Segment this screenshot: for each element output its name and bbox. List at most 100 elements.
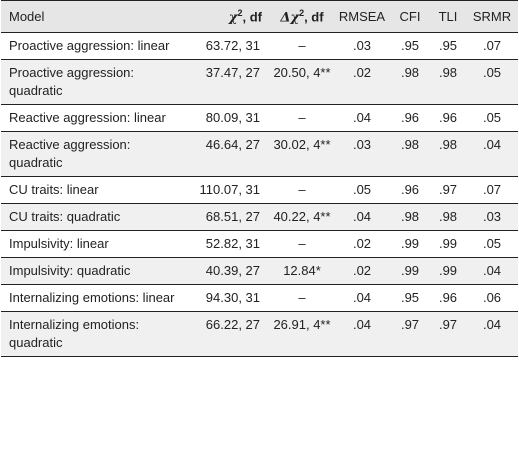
cell-delta-chi-square: 12.84* (270, 257, 334, 285)
cell-tli: .96 (430, 104, 466, 132)
cell-chi-square: 68.51, 27 (182, 203, 270, 231)
delta-symbol: Δ (280, 10, 291, 26)
cell-rmsea: .04 (334, 284, 390, 312)
table-header: Model χ2, df Δχ2, df RMSEA CFI TLI SRMR (1, 0, 518, 33)
cell-delta-chi-square: 26.91, 4** (270, 311, 334, 357)
table-row: Internalizing emotions: quadratic 66.22,… (1, 311, 518, 357)
header-rmsea: RMSEA (334, 0, 390, 33)
cell-srmr: .04 (466, 131, 518, 177)
header-model-label: Model (9, 9, 45, 24)
header-chi-square: χ2, df (182, 0, 270, 33)
cell-model: Impulsivity: linear (1, 230, 182, 258)
cell-delta-chi-square: 30.02, 4** (270, 131, 334, 177)
cell-srmr: .03 (466, 203, 518, 231)
cell-model: Impulsivity: quadratic (1, 257, 182, 285)
cell-chi-square: 46.64, 27 (182, 131, 270, 177)
cell-rmsea: .02 (334, 230, 390, 258)
cell-tli: .96 (430, 284, 466, 312)
cell-delta-chi-square: 20.50, 4** (270, 59, 334, 105)
cell-delta-chi-square: – (270, 104, 334, 132)
cell-srmr: .05 (466, 59, 518, 105)
cell-model: Proactive aggression: linear (1, 32, 182, 60)
cell-rmsea: .04 (334, 311, 390, 357)
table-row: CU traits: quadratic 68.51, 27 40.22, 4*… (1, 203, 518, 231)
header-tli: TLI (430, 0, 466, 33)
cell-srmr: .07 (466, 176, 518, 204)
cell-cfi: .97 (390, 311, 430, 357)
cell-tli: .95 (430, 32, 466, 60)
cell-chi-square: 66.22, 27 (182, 311, 270, 357)
cell-tli: .98 (430, 59, 466, 105)
cell-cfi: .95 (390, 284, 430, 312)
cell-delta-chi-square: – (270, 176, 334, 204)
table-body: Proactive aggression: linear 63.72, 31 –… (1, 32, 518, 357)
cell-rmsea: .05 (334, 176, 390, 204)
cell-rmsea: .03 (334, 131, 390, 177)
cell-srmr: .04 (466, 311, 518, 357)
header-model: Model (1, 0, 182, 33)
cell-chi-square: 40.39, 27 (182, 257, 270, 285)
cell-model: CU traits: linear (1, 176, 182, 204)
table-row: CU traits: linear 110.07, 31 – .05 .96 .… (1, 176, 518, 204)
cell-tli: .98 (430, 203, 466, 231)
chi-symbol: χ (228, 10, 238, 26)
cell-delta-chi-square: – (270, 230, 334, 258)
cell-rmsea: .02 (334, 59, 390, 105)
cell-model: CU traits: quadratic (1, 203, 182, 231)
cell-srmr: .04 (466, 257, 518, 285)
cell-model: Internalizing emotions: linear (1, 284, 182, 312)
cell-cfi: .98 (390, 203, 430, 231)
chi-df-label: , df (242, 9, 263, 25)
cell-srmr: .05 (466, 104, 518, 132)
cell-cfi: .99 (390, 257, 430, 285)
cell-rmsea: .02 (334, 257, 390, 285)
delta-chi-superscript: 2 (299, 7, 305, 18)
cell-model: Reactive aggression: linear (1, 104, 182, 132)
table-row: Impulsivity: linear 52.82, 31 – .02 .99 … (1, 230, 518, 258)
cell-delta-chi-square: – (270, 284, 334, 312)
cell-cfi: .95 (390, 32, 430, 60)
cell-cfi: .98 (390, 131, 430, 177)
cell-chi-square: 63.72, 31 (182, 32, 270, 60)
cell-tli: .99 (430, 257, 466, 285)
cell-rmsea: .04 (334, 104, 390, 132)
table-row: Reactive aggression: linear 80.09, 31 – … (1, 104, 518, 132)
table-row: Proactive aggression: quadratic 37.47, 2… (1, 59, 518, 105)
cell-chi-square: 80.09, 31 (182, 104, 270, 132)
cell-cfi: .96 (390, 176, 430, 204)
cell-model: Proactive aggression: quadratic (1, 59, 182, 105)
cell-srmr: .05 (466, 230, 518, 258)
cell-cfi: .99 (390, 230, 430, 258)
cell-cfi: .96 (390, 104, 430, 132)
chi-superscript: 2 (237, 7, 243, 18)
delta-chi-df-label: , df (304, 9, 324, 25)
delta-chi-symbol: χ (290, 10, 300, 26)
header-row: Model χ2, df Δχ2, df RMSEA CFI TLI SRMR (1, 0, 518, 33)
cell-cfi: .98 (390, 59, 430, 105)
table-row: Proactive aggression: linear 63.72, 31 –… (1, 32, 518, 60)
header-srmr: SRMR (466, 0, 518, 33)
cell-tli: .97 (430, 311, 466, 357)
cell-srmr: .07 (466, 32, 518, 60)
model-fit-table: Model χ2, df Δχ2, df RMSEA CFI TLI SRMR … (1, 0, 518, 357)
cell-model: Reactive aggression: quadratic (1, 131, 182, 177)
table-row: Internalizing emotions: linear 94.30, 31… (1, 284, 518, 312)
cell-rmsea: .03 (334, 32, 390, 60)
header-delta-chi-square: Δχ2, df (270, 0, 334, 33)
cell-tli: .97 (430, 176, 466, 204)
header-cfi: CFI (390, 0, 430, 33)
cell-chi-square: 52.82, 31 (182, 230, 270, 258)
cell-delta-chi-square: 40.22, 4** (270, 203, 334, 231)
cell-chi-square: 37.47, 27 (182, 59, 270, 105)
cell-tli: .99 (430, 230, 466, 258)
cell-chi-square: 94.30, 31 (182, 284, 270, 312)
cell-model: Internalizing emotions: quadratic (1, 311, 182, 357)
cell-chi-square: 110.07, 31 (182, 176, 270, 204)
cell-tli: .98 (430, 131, 466, 177)
cell-delta-chi-square: – (270, 32, 334, 60)
table-row: Reactive aggression: quadratic 46.64, 27… (1, 131, 518, 177)
model-fit-table-container: Model χ2, df Δχ2, df RMSEA CFI TLI SRMR … (1, 0, 518, 357)
cell-rmsea: .04 (334, 203, 390, 231)
table-row: Impulsivity: quadratic 40.39, 27 12.84* … (1, 257, 518, 285)
cell-srmr: .06 (466, 284, 518, 312)
